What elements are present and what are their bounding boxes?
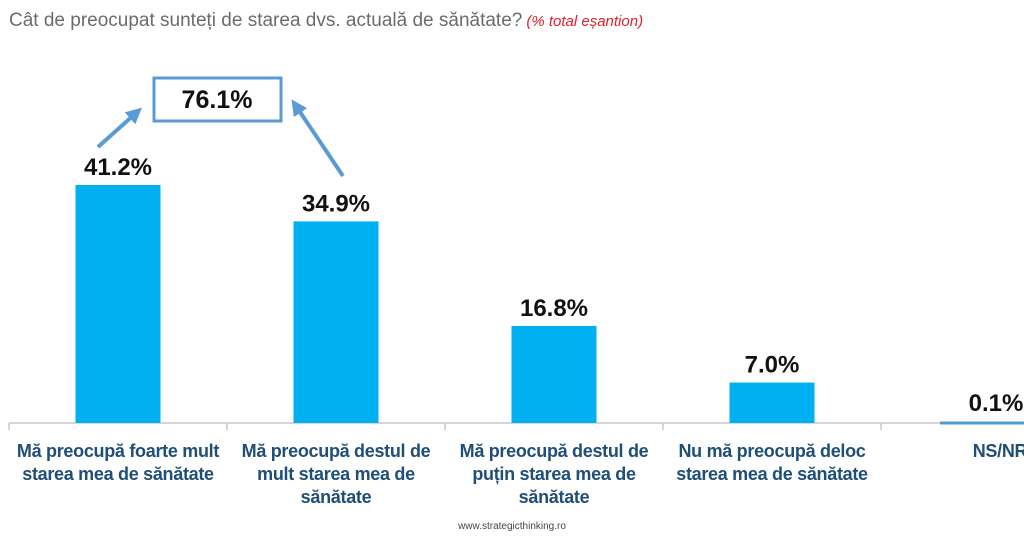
data-label: 34.9% (302, 190, 370, 217)
callout-box (152, 76, 283, 123)
arrow-left (96, 107, 142, 149)
callout-label: 76.1% (182, 86, 253, 114)
data-label: 0.1% (969, 390, 1024, 417)
data-label: 16.8% (520, 295, 588, 322)
subtitle-text: (% total eșantion) (526, 13, 644, 30)
category-label: NS/NR (972, 441, 1024, 461)
data-label: 41.2% (84, 154, 152, 181)
bar (729, 382, 815, 423)
data-label: 7.0% (745, 352, 800, 379)
footer-url: www.strategicthinking.ro (458, 521, 566, 532)
bar (511, 325, 597, 423)
chart-title: Cât de preocupat sunteți de starea dvs. … (9, 10, 643, 32)
category-label: Mă preocupă foarte mult starea mea de să… (16, 441, 220, 484)
title-text: Cât de preocupat sunteți de starea dvs. … (9, 10, 523, 31)
category-label: Mă preocupă destul de puțin starea mea d… (459, 441, 649, 507)
bar (293, 221, 379, 423)
category-label: Mă preocupă destul de mult starea mea de… (241, 441, 431, 507)
bar (75, 185, 161, 423)
category-label: Nu mă preocupă deloc starea mea de sănăt… (676, 441, 868, 484)
arrow-right (291, 99, 345, 178)
